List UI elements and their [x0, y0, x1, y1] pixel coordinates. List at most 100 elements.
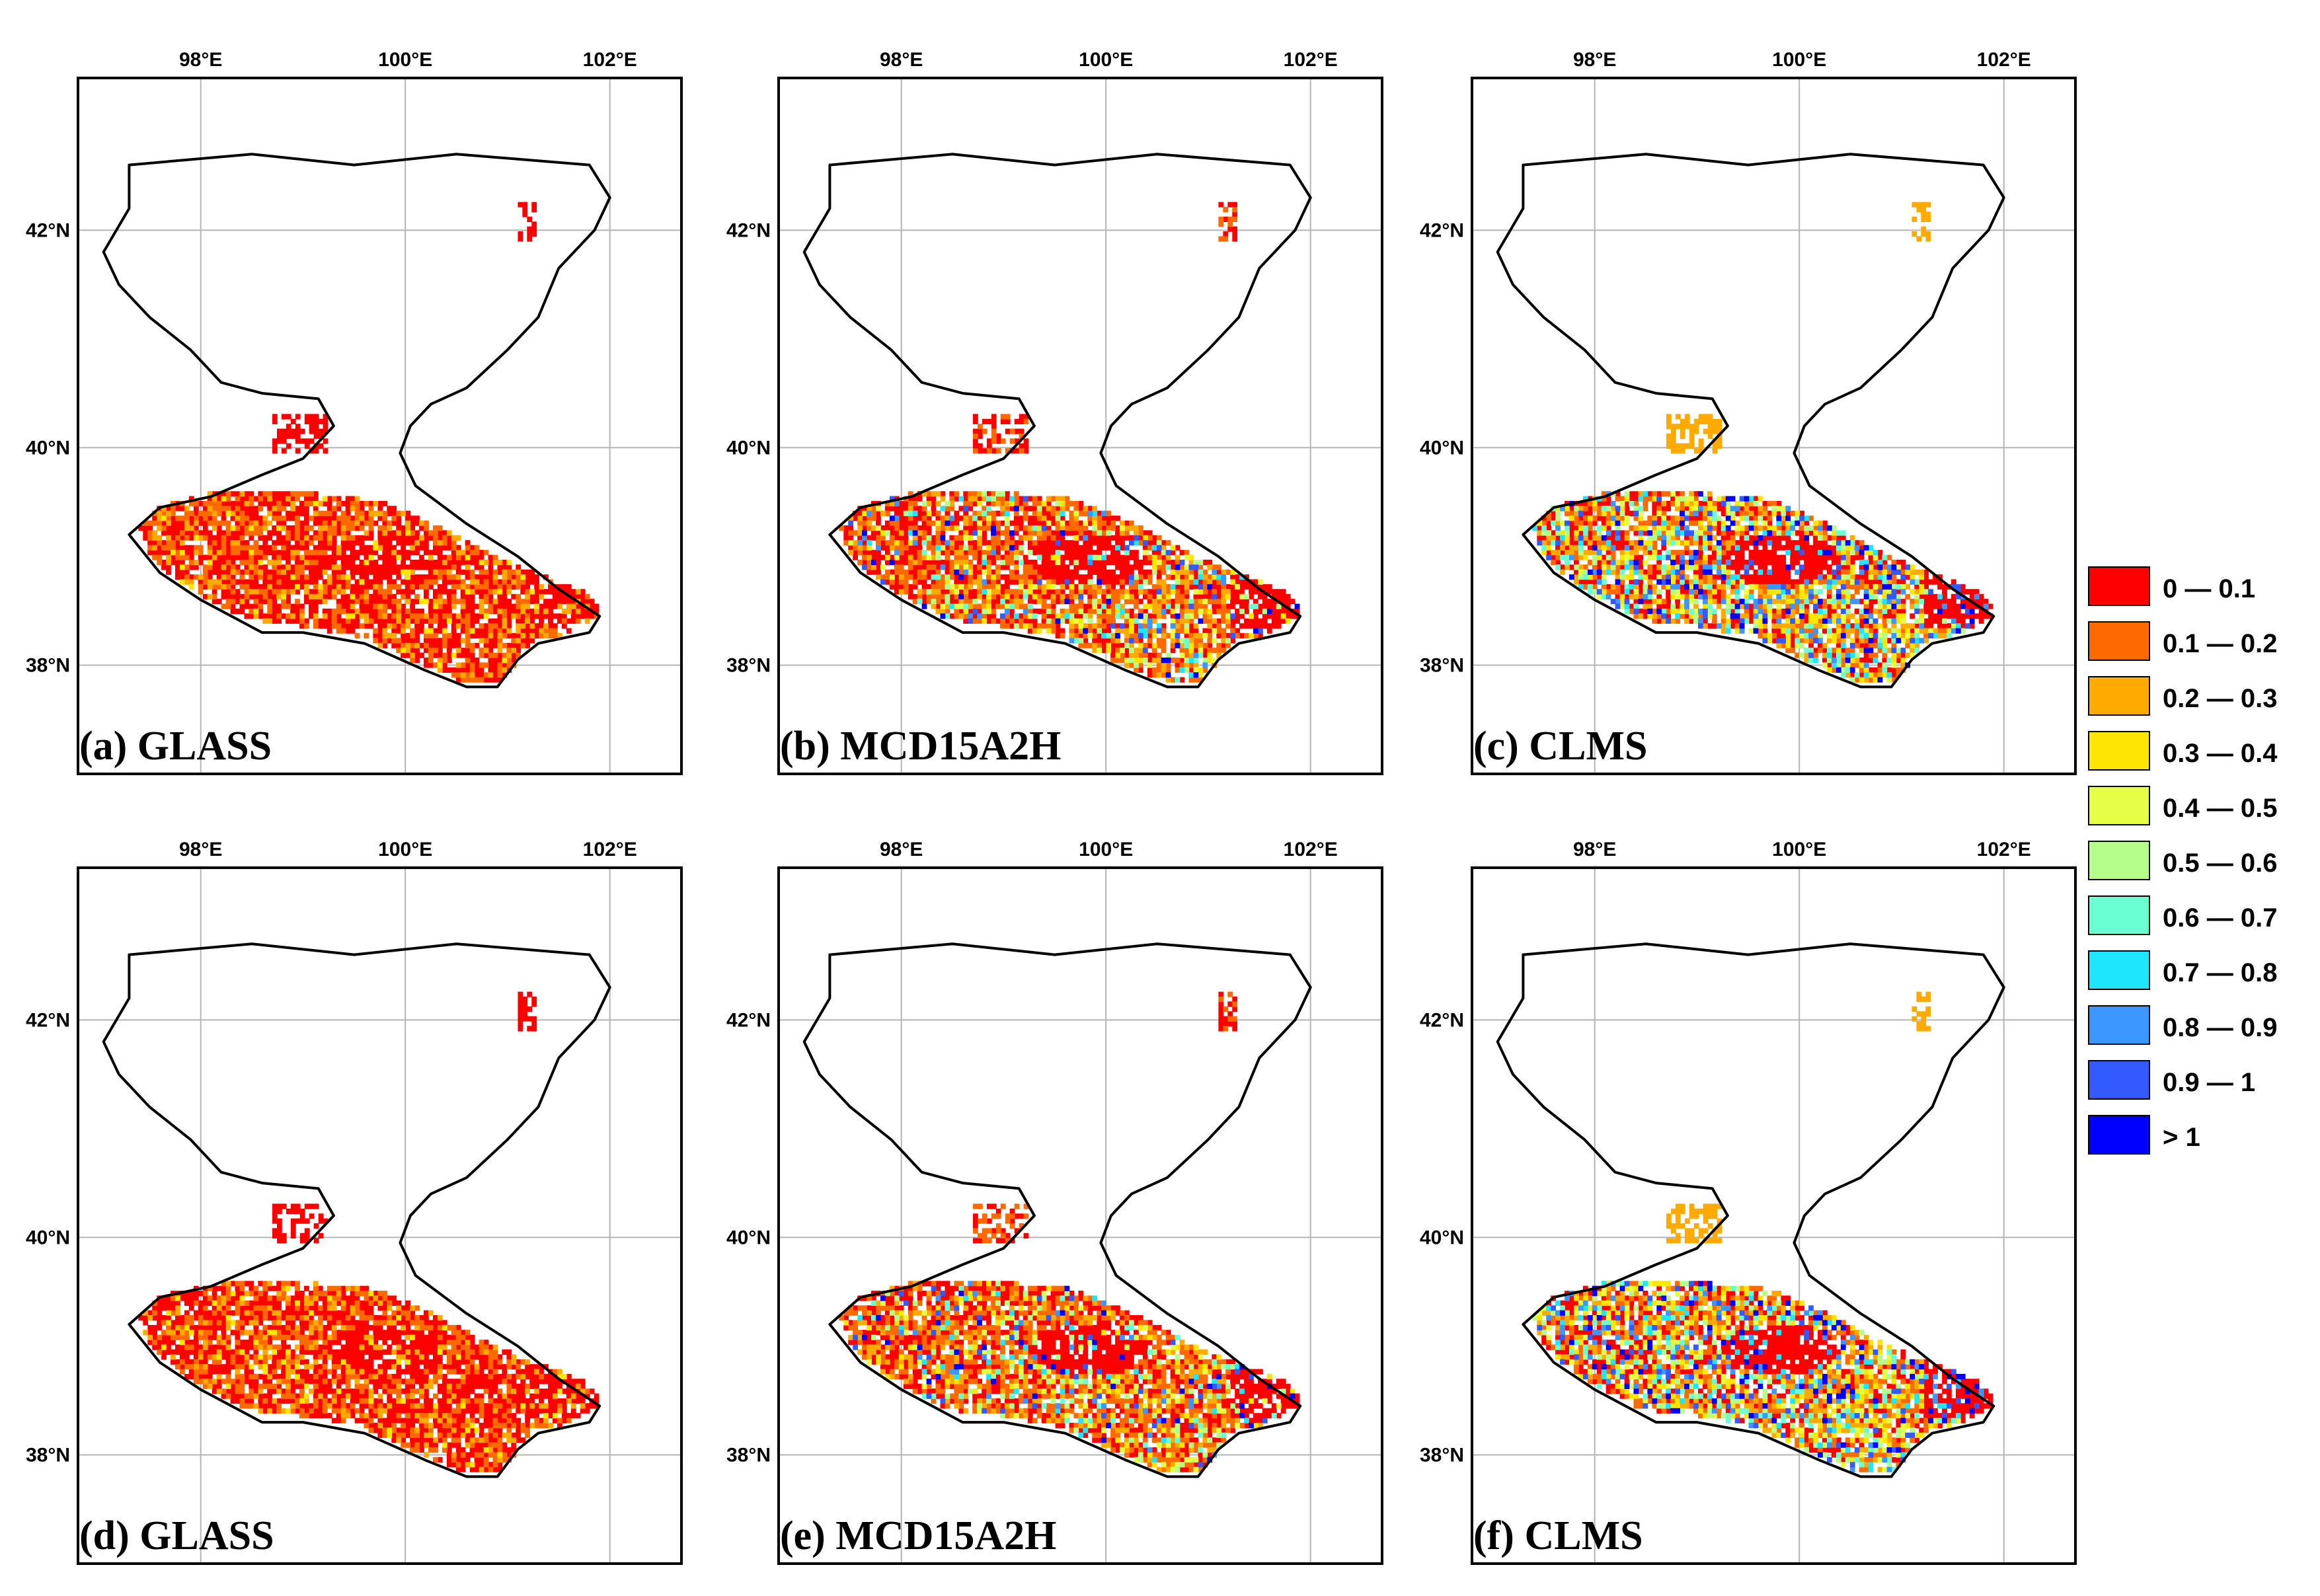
- map-panel-e: 98°E 100°E 102°E 42°N 40°N 38°N (e) MCD15A2H: [726, 839, 1383, 1565]
- panel-background: [779, 78, 1382, 774]
- lai-class-7-pixels: [1546, 1281, 1961, 1472]
- lat-tick-label: 42°N: [1420, 219, 1464, 241]
- lat-tick-label: 40°N: [1420, 437, 1464, 459]
- lon-tick-label: 102°E: [583, 49, 637, 71]
- panel-title: (d) GLASS: [79, 1513, 274, 1558]
- lai-class-8-pixels: [1555, 491, 1989, 668]
- legend-swatch: [2088, 786, 2150, 825]
- panel-frame: [1471, 866, 2077, 1565]
- legend-label: 0 — 0.1: [2163, 574, 2255, 603]
- lon-tick-label: 100°E: [1772, 839, 1826, 860]
- lat-tick-label: 38°N: [726, 654, 771, 676]
- lon-tick-label: 100°E: [1772, 49, 1826, 71]
- lai-class-0-pixels: [138, 991, 599, 1472]
- legend-swatch: [2088, 676, 2150, 716]
- lon-tick-label: 98°E: [880, 839, 923, 860]
- panel-frame: [1471, 77, 2077, 775]
- legend-swatch: [2088, 1005, 2150, 1045]
- lon-tick-label: 102°E: [1977, 49, 2031, 71]
- map-panel-a: 98°E 100°E 102°E 42°N 40°N 38°N (a) GLASS: [26, 49, 683, 775]
- lon-tick-label: 98°E: [179, 839, 222, 860]
- lon-tick-label: 102°E: [1284, 839, 1338, 860]
- lai-class-6-pixels: [1555, 1281, 1956, 1472]
- basin-boundary: [802, 153, 1312, 689]
- lon-tick-label: 102°E: [583, 839, 637, 860]
- lat-tick-label: 40°N: [726, 1227, 771, 1248]
- lat-tick-label: 40°N: [26, 437, 70, 459]
- panel-background: [1472, 78, 2075, 774]
- panel-background: [78, 78, 681, 774]
- basin-boundary: [1496, 942, 2005, 1478]
- legend-label: 0.4 — 0.5: [2163, 794, 2277, 823]
- map-panel-b: 98°E 100°E 102°E 42°N 40°N 38°N (b) MCD15A2H: [726, 49, 1383, 775]
- lai-class-0-pixels: [843, 991, 1300, 1472]
- panel-background: [1472, 868, 2075, 1564]
- legend-swatch: [2088, 1115, 2150, 1155]
- lai-raster: [138, 991, 599, 1472]
- lat-tick-label: 42°N: [726, 1009, 771, 1031]
- lon-tick-label: 102°E: [1284, 49, 1338, 71]
- legend-swatch: [2088, 950, 2150, 990]
- legend-label: 0.9 — 1: [2163, 1068, 2255, 1097]
- legend-label: 0.8 — 0.9: [2163, 1013, 2277, 1042]
- lon-tick-label: 100°E: [378, 839, 432, 860]
- lai-class-0-pixels: [1541, 1281, 1993, 1463]
- lon-tick-label: 98°E: [179, 49, 222, 71]
- legend-label: 0.2 — 0.3: [2163, 684, 2277, 713]
- legend-label: 0.6 — 0.7: [2163, 903, 2277, 932]
- panel-title: (e) MCD15A2H: [780, 1513, 1056, 1558]
- lai-raster: [839, 202, 1300, 683]
- lat-tick-label: 42°N: [26, 219, 70, 241]
- lon-tick-label: 98°E: [1573, 839, 1616, 860]
- lat-tick-label: 38°N: [726, 1444, 771, 1466]
- panel-frame: [777, 77, 1383, 775]
- lai-class-1-pixels: [143, 491, 599, 683]
- lat-tick-label: 38°N: [1420, 654, 1464, 676]
- lat-tick-label: 42°N: [726, 219, 771, 241]
- legend-label: 0.5 — 0.6: [2163, 849, 2277, 878]
- lon-tick-label: 98°E: [880, 49, 923, 71]
- lai-class-1-pixels: [1541, 1281, 1952, 1472]
- map-panel-d: 98°E 100°E 102°E 42°N 40°N 38°N (d) GLASS: [26, 839, 683, 1565]
- lai-class-2-pixels: [848, 1281, 1263, 1472]
- lai-class-3-pixels: [862, 501, 1291, 678]
- map-panel-c: 98°E 100°E 102°E 42°N 40°N 38°N (c) CLMS: [1420, 49, 2077, 775]
- lat-tick-label: 40°N: [26, 1227, 70, 1248]
- panel-background: [78, 868, 681, 1564]
- lat-tick-label: 42°N: [26, 1009, 70, 1031]
- basin-boundary: [802, 942, 1312, 1478]
- lat-tick-label: 40°N: [726, 437, 771, 459]
- lat-tick-label: 40°N: [1420, 1227, 1464, 1248]
- legend-label: 0.1 — 0.2: [2163, 629, 2277, 658]
- panel-title: (a) GLASS: [79, 724, 272, 769]
- legend: 0 — 0.1 0.1 — 0.2 0.2 — 0.3 0.3 — 0.4 0.4 — …: [2088, 566, 2278, 1155]
- basin-boundary: [102, 153, 611, 689]
- panel-frame: [777, 866, 1383, 1565]
- lat-tick-label: 42°N: [1420, 1009, 1464, 1031]
- lai-class-9-pixels: [1537, 496, 1970, 658]
- lon-tick-label: 98°E: [1573, 49, 1616, 71]
- lai-class-5-pixels: [1541, 491, 1966, 683]
- legend-label: > 1: [2163, 1123, 2200, 1152]
- panel-frame: [77, 866, 683, 1565]
- legend-swatch: [2088, 621, 2150, 661]
- lon-tick-label: 102°E: [1977, 839, 2031, 860]
- lai-raster: [1532, 202, 1993, 683]
- panel-frame: [77, 77, 683, 775]
- panel-title: (c) CLMS: [1473, 724, 1647, 769]
- legend-swatch: [2088, 731, 2150, 771]
- legend-label: 0.7 — 0.8: [2163, 958, 2277, 987]
- lai-class-4-pixels: [1560, 491, 1956, 683]
- lai-class-8-pixels: [857, 501, 1227, 668]
- lon-tick-label: 100°E: [1079, 839, 1133, 860]
- lai-raster: [1532, 991, 1993, 1472]
- lat-tick-label: 38°N: [26, 1444, 70, 1466]
- lat-tick-label: 38°N: [26, 654, 70, 676]
- map-panel-f: 98°E 100°E 102°E 42°N 40°N 38°N (f) CLMS: [1420, 839, 2077, 1565]
- map-panels: 98°E 100°E 102°E 42°N 40°N 38°N (a) GLASS 98°E 1…: [26, 49, 2077, 1565]
- lai-raster: [138, 202, 599, 683]
- legend-swatch: [2088, 1060, 2150, 1100]
- basin-boundary: [102, 942, 611, 1478]
- lai-class-1-pixels: [152, 1281, 590, 1472]
